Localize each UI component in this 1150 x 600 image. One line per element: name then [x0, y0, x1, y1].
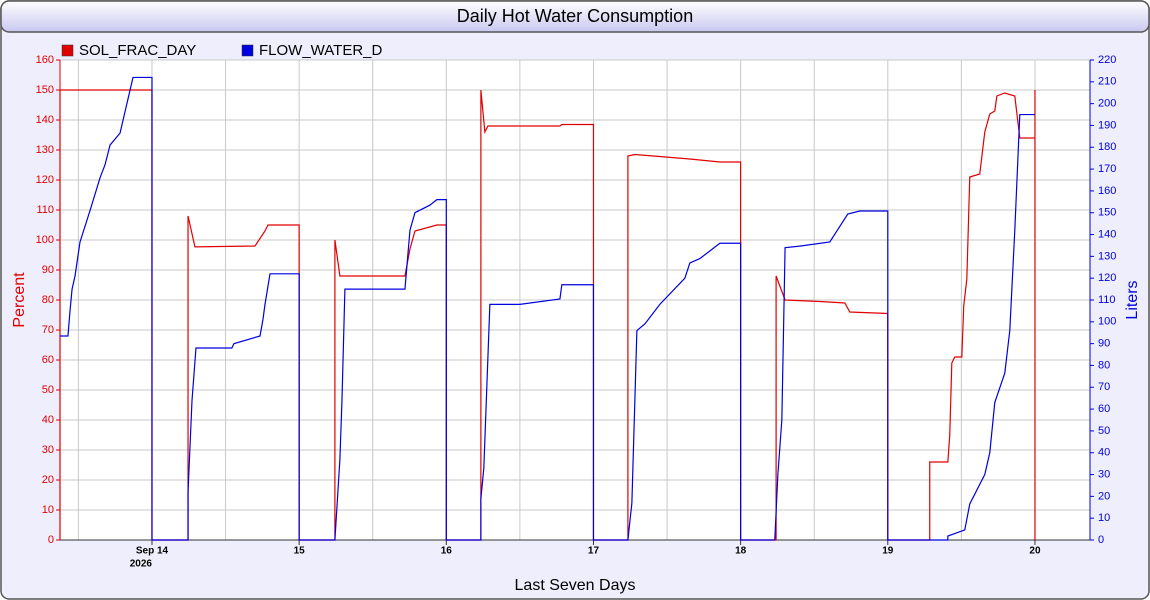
y2-tick-label: 50 — [1098, 425, 1110, 437]
legend-label: FLOW_WATER_D — [259, 42, 383, 59]
y2-tick-label: 30 — [1098, 468, 1110, 480]
y-tick-label: 120 — [36, 174, 54, 186]
title-bar — [0, 0, 1150, 33]
y2-tick-label: 150 — [1098, 207, 1116, 219]
y-axis-label: Percent — [11, 272, 28, 328]
y-tick-label: 30 — [42, 444, 54, 456]
y-tick-label: 110 — [36, 204, 54, 216]
y2-tick-label: 90 — [1098, 338, 1110, 350]
y-tick-label: 90 — [42, 264, 54, 276]
y2-tick-label: 130 — [1098, 250, 1116, 262]
y2-tick-label: 40 — [1098, 447, 1110, 459]
y2-tick-label: 210 — [1098, 76, 1116, 88]
y-tick-label: 40 — [42, 414, 54, 426]
x-tick-label: 15 — [294, 546, 306, 557]
y2-tick-label: 170 — [1098, 163, 1116, 175]
y2-tick-label: 10 — [1098, 512, 1110, 524]
y2-axis-label: Liters — [1124, 280, 1141, 319]
chart-title: Daily Hot Water Consumption — [457, 6, 693, 26]
y-tick-label: 160 — [36, 54, 54, 66]
y-tick-label: 100 — [36, 234, 54, 246]
y-tick-label: 130 — [36, 144, 54, 156]
y2-tick-label: 80 — [1098, 359, 1110, 371]
y-tick-label: 50 — [42, 384, 54, 396]
y-tick-label: 10 — [42, 504, 54, 516]
y-tick-label: 70 — [42, 324, 54, 336]
x-tick-label: 19 — [882, 546, 894, 557]
series-line — [60, 76, 1035, 541]
legend-swatch — [61, 44, 74, 57]
x-tick-label: 20 — [1029, 546, 1041, 557]
y2-tick-label: 110 — [1098, 294, 1116, 306]
x-year-label: 2026 — [130, 559, 153, 570]
y2-tick-label: 20 — [1098, 490, 1110, 502]
y-tick-label: 80 — [42, 294, 54, 306]
y2-tick-label: 70 — [1098, 381, 1110, 393]
y2-tick-label: 220 — [1098, 54, 1116, 66]
y2-tick-label: 0 — [1098, 534, 1104, 546]
y2-tick-label: 180 — [1098, 141, 1116, 153]
x-tick-label: 16 — [441, 546, 453, 557]
y2-tick-label: 60 — [1098, 403, 1110, 415]
x-tick-label: Sep 14 — [136, 546, 169, 557]
x-tick-label: 18 — [735, 546, 747, 557]
y2-tick-label: 100 — [1098, 316, 1116, 328]
y2-tick-label: 190 — [1098, 119, 1116, 131]
y-tick-label: 150 — [36, 84, 54, 96]
x-axis-label: Last Seven Days — [515, 577, 636, 594]
y-tick-label: 140 — [36, 114, 54, 126]
legend-swatch — [241, 44, 254, 57]
y2-tick-label: 140 — [1098, 228, 1116, 240]
y2-tick-label: 200 — [1098, 98, 1116, 110]
y-tick-label: 20 — [42, 474, 54, 486]
y2-tick-label: 120 — [1098, 272, 1116, 284]
y2-tick-label: 160 — [1098, 185, 1116, 197]
legend-label: SOL_FRAC_DAY — [79, 42, 196, 59]
y-tick-label: 60 — [42, 354, 54, 366]
y-tick-label: 0 — [48, 534, 54, 546]
x-tick-label: 17 — [588, 546, 600, 557]
